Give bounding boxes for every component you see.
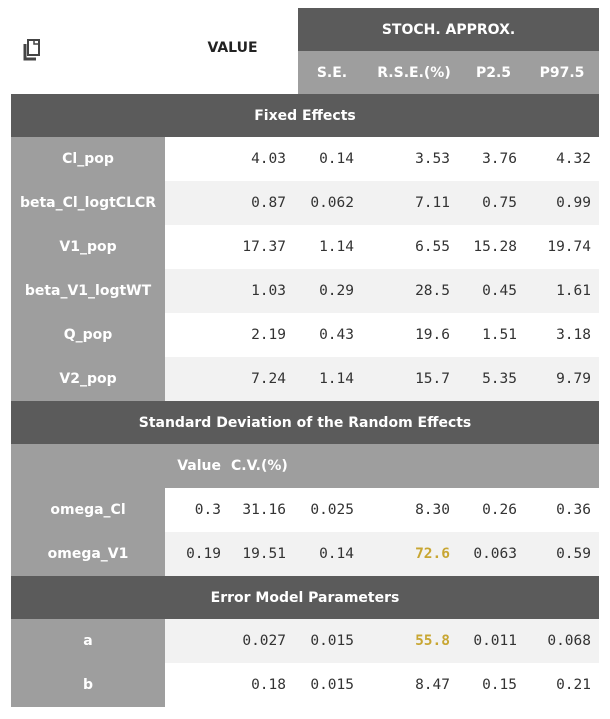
- col-rse: R.S.E.(%): [377, 64, 451, 81]
- value-cell: 7.24: [165, 357, 294, 401]
- cv-cell: 19.51: [229, 532, 294, 576]
- param-name: a: [11, 619, 165, 663]
- value-header: VALUE: [207, 40, 258, 56]
- value-cell: 0.18: [165, 663, 294, 707]
- value-cell: 1.03: [165, 269, 294, 313]
- value-cell: 2.19: [165, 313, 294, 357]
- rse-cell-highlight: 55.8: [362, 619, 458, 663]
- param-name: omega_V1: [11, 532, 165, 576]
- p25-cell: 0.26: [458, 488, 525, 532]
- p975-cell: 0.36: [525, 488, 599, 532]
- value-cell: 4.03: [165, 137, 294, 181]
- col-se: S.E.: [316, 64, 348, 81]
- se-cell: 0.015: [294, 663, 362, 707]
- sub-cv-label: C.V.(%): [231, 458, 288, 474]
- p25-cell: 5.35: [458, 357, 525, 401]
- se-cell: 0.015: [294, 619, 362, 663]
- value-cell: 0.87: [165, 181, 294, 225]
- stoch-approx-header: STOCH. APPROX.: [298, 8, 599, 51]
- p25-cell: 15.28: [458, 225, 525, 269]
- fixed-effects-header: Fixed Effects: [11, 94, 599, 137]
- table-row: b 0.18 0.015 8.47 0.15 0.21: [11, 663, 599, 707]
- rse-cell-highlight: 72.6: [362, 532, 458, 576]
- results-table: VALUE STOCH. APPROX. S.E. R.S.E.(%) P2.5…: [11, 8, 599, 707]
- table-row: V2_pop 7.24 1.14 15.7 5.35 9.79: [11, 357, 599, 401]
- table-header: VALUE STOCH. APPROX. S.E. R.S.E.(%) P2.5…: [11, 8, 599, 94]
- param-name: V1_pop: [11, 225, 165, 269]
- param-name: Cl_pop: [11, 137, 165, 181]
- p975-cell: 0.99: [525, 181, 599, 225]
- param-name: beta_V1_logtWT: [11, 269, 165, 313]
- rse-cell: 6.55: [362, 225, 458, 269]
- random-effects-header: Standard Deviation of the Random Effects: [11, 401, 599, 444]
- cv-cell: 31.16: [229, 488, 294, 532]
- se-cell: 0.29: [294, 269, 362, 313]
- p25-cell: 0.063: [458, 532, 525, 576]
- table-row: beta_Cl_logtCLCR 0.87 0.062 7.11 0.75 0.…: [11, 181, 599, 225]
- se-cell: 1.14: [294, 357, 362, 401]
- p25-cell: 0.75: [458, 181, 525, 225]
- p975-cell: 4.32: [525, 137, 599, 181]
- param-name: b: [11, 663, 165, 707]
- param-name: Q_pop: [11, 313, 165, 357]
- stat-columns-header: S.E. R.S.E.(%) P2.5 P97.5: [298, 51, 599, 94]
- value-cell: 0.19: [165, 532, 229, 576]
- p975-cell: 0.59: [525, 532, 599, 576]
- se-cell: 0.14: [294, 137, 362, 181]
- random-subheader: Value C.V.(%): [11, 444, 599, 488]
- sub-value-label: Value: [177, 458, 221, 474]
- rse-cell: 15.7: [362, 357, 458, 401]
- p975-cell: 0.068: [525, 619, 599, 663]
- param-name: beta_Cl_logtCLCR: [11, 181, 165, 225]
- se-cell: 0.43: [294, 313, 362, 357]
- p25-cell: 0.45: [458, 269, 525, 313]
- rse-cell: 28.5: [362, 269, 458, 313]
- p975-cell: 0.21: [525, 663, 599, 707]
- se-cell: 0.062: [294, 181, 362, 225]
- rse-cell: 3.53: [362, 137, 458, 181]
- value-cell: 17.37: [165, 225, 294, 269]
- table-row: a 0.027 0.015 55.8 0.011 0.068: [11, 619, 599, 663]
- se-cell: 0.025: [294, 488, 362, 532]
- p975-cell: 19.74: [525, 225, 599, 269]
- p25-cell: 0.15: [458, 663, 525, 707]
- rse-cell: 8.47: [362, 663, 458, 707]
- param-name: V2_pop: [11, 357, 165, 401]
- table-row: beta_V1_logtWT 1.03 0.29 28.5 0.45 1.61: [11, 269, 599, 313]
- table-row: omega_Cl 0.3 31.16 0.025 8.30 0.26 0.36: [11, 488, 599, 532]
- rse-cell: 19.6: [362, 313, 458, 357]
- col-p25: P2.5: [475, 64, 512, 81]
- value-cell: 0.3: [165, 488, 229, 532]
- se-cell: 1.14: [294, 225, 362, 269]
- table-row: omega_V1 0.19 19.51 0.14 72.6 0.063 0.59: [11, 532, 599, 576]
- table-row: Q_pop 2.19 0.43 19.6 1.51 3.18: [11, 313, 599, 357]
- copy-icon[interactable]: [23, 38, 41, 62]
- param-name: omega_Cl: [11, 488, 165, 532]
- p975-cell: 3.18: [525, 313, 599, 357]
- rse-cell: 7.11: [362, 181, 458, 225]
- p975-cell: 9.79: [525, 357, 599, 401]
- p25-cell: 0.011: [458, 619, 525, 663]
- p975-cell: 1.61: [525, 269, 599, 313]
- col-p975: P97.5: [539, 64, 585, 81]
- p25-cell: 1.51: [458, 313, 525, 357]
- error-model-header: Error Model Parameters: [11, 576, 599, 619]
- value-cell: 0.027: [165, 619, 294, 663]
- p25-cell: 3.76: [458, 137, 525, 181]
- table-row: V1_pop 17.37 1.14 6.55 15.28 19.74: [11, 225, 599, 269]
- rse-cell: 8.30: [362, 488, 458, 532]
- table-row: Cl_pop 4.03 0.14 3.53 3.76 4.32: [11, 137, 599, 181]
- se-cell: 0.14: [294, 532, 362, 576]
